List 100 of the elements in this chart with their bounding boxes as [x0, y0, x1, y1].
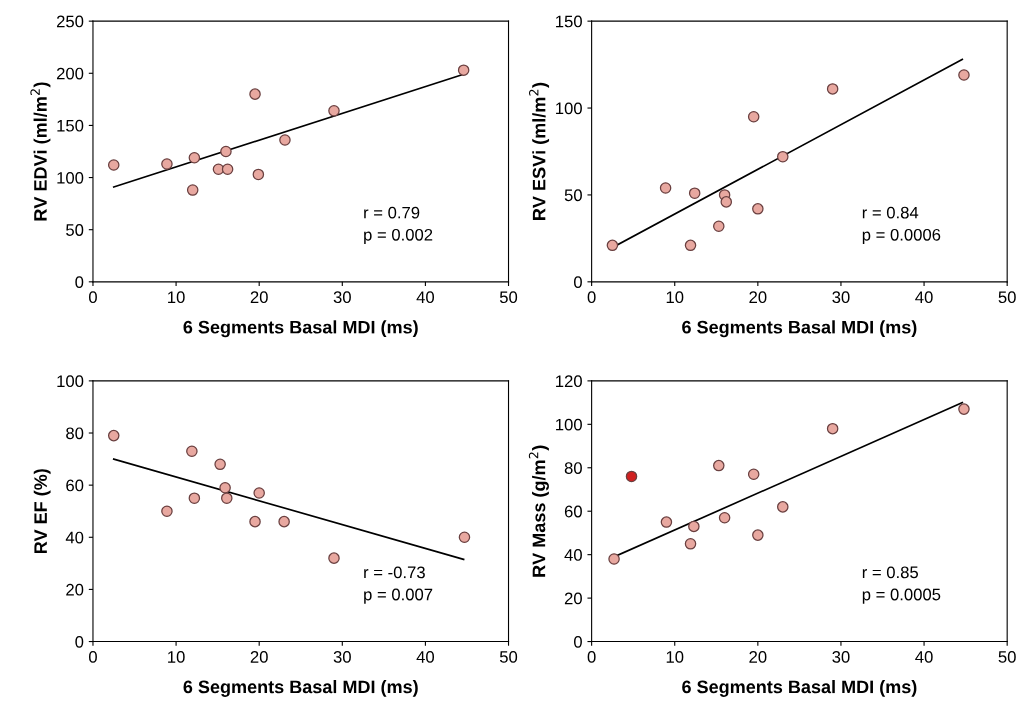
point: [214, 458, 226, 471]
x-tick-label: 30: [333, 291, 351, 304]
point: [328, 105, 340, 117]
y-axis-title: RV ESVi (ml/m$^{2}$): [529, 82, 550, 220]
point: [826, 422, 839, 435]
x-tick-label: 10: [666, 291, 684, 304]
point: [220, 145, 232, 158]
y-axis-title: RV Mass (g/m$^{2}$): [528, 445, 549, 577]
point: [660, 516, 673, 528]
point: [249, 88, 261, 100]
point: [161, 158, 173, 170]
point: [186, 184, 199, 196]
point: [249, 515, 261, 528]
x-tick-label: 0: [587, 651, 596, 663]
x-tick-label: 20: [749, 291, 767, 304]
x-tick-label: 20: [749, 651, 767, 663]
y-tick-label: 20: [564, 592, 582, 605]
point: [752, 203, 764, 215]
x-tick-label: 40: [915, 651, 933, 663]
point: [161, 505, 173, 517]
point: [958, 403, 970, 415]
y-tick-label: 50: [66, 224, 84, 236]
point: [777, 501, 789, 513]
point: [713, 459, 725, 472]
annotation: r = 0.84: [862, 206, 919, 219]
x-tick-label: 50: [998, 291, 1016, 304]
point: [221, 163, 234, 175]
y-tick-label: 100: [57, 375, 84, 388]
annotation: p = 0.0005: [862, 588, 941, 604]
point: [328, 552, 340, 564]
x-tick-label: 0: [88, 651, 97, 663]
y-tick-label: 20: [66, 583, 84, 596]
point: [253, 487, 265, 499]
annotation: p = 0.002: [364, 228, 433, 244]
point: [684, 538, 697, 550]
x-tick-label: 10: [168, 291, 185, 304]
x-tick-label: 40: [915, 291, 933, 304]
x-tick-label: 50: [499, 291, 518, 304]
y-axis-title: RV EDVi (ml/m$^{2}$): [30, 82, 51, 221]
x-tick-label: 30: [333, 651, 351, 663]
annotation: p = 0.007: [364, 588, 433, 604]
x-tick-label: 50: [998, 651, 1016, 663]
point: [107, 429, 120, 442]
y-tick-label: 80: [66, 427, 84, 440]
x-axis-title: 6 Segments Basal MDI (ms): [183, 320, 418, 338]
point: [457, 64, 470, 76]
point: [752, 529, 764, 541]
x-tick-label: 30: [832, 291, 850, 304]
x-axis-title: 6 Segments Basal MDI (ms): [183, 680, 418, 697]
y-tick-label: 100: [556, 102, 582, 115]
annotation: r = 0.79: [364, 206, 420, 219]
x-tick-label: 20: [250, 291, 268, 304]
point: [252, 168, 265, 181]
y-tick-label: 150: [556, 15, 582, 28]
x-tick-label: 50: [499, 651, 518, 663]
y-tick-label: 120: [556, 375, 582, 388]
x-tick-label: 30: [832, 651, 850, 663]
point: [688, 187, 701, 199]
x-axis-title: 6 Segments Basal MDI (ms): [682, 320, 917, 338]
annotation: p = 0.0006: [862, 228, 941, 244]
y-tick-label: 60: [66, 479, 84, 492]
y-axis-title: RV EF (%): [33, 469, 51, 553]
y-tick-label: 0: [573, 635, 582, 648]
annotation: r = 0.85: [862, 566, 919, 579]
point: [188, 151, 201, 164]
x-tick-label: 0: [587, 291, 596, 304]
point: [458, 531, 471, 544]
y-tick-label: 150: [57, 119, 84, 132]
y-tick-label: 0: [75, 635, 84, 648]
point: [958, 69, 970, 81]
x-tick-label: 40: [416, 651, 435, 663]
x-tick-label: 10: [666, 651, 684, 663]
y-tick-label: 200: [56, 67, 84, 80]
y-tick-label: 50: [564, 189, 582, 202]
y-tick-label: 0: [75, 276, 84, 289]
y-tick-label: 60: [564, 505, 582, 518]
point: [625, 470, 638, 483]
point: [221, 492, 233, 504]
y-tick-label: 100: [556, 418, 582, 431]
point: [278, 515, 290, 528]
point: [713, 220, 725, 232]
y-tick-label: 250: [56, 15, 84, 28]
point: [747, 110, 760, 123]
point: [608, 553, 620, 565]
point: [659, 182, 672, 194]
point: [684, 239, 697, 252]
point: [219, 481, 231, 494]
x-axis-title: 6 Segments Basal MDI (ms): [682, 680, 917, 697]
point: [107, 159, 120, 171]
point: [606, 239, 619, 252]
point: [777, 150, 789, 163]
x-tick-label: 10: [168, 651, 185, 663]
y-tick-label: 100: [57, 171, 84, 184]
y-tick-label: 40: [65, 531, 84, 544]
x-tick-label: 20: [250, 651, 268, 663]
point: [747, 468, 760, 481]
point: [279, 134, 291, 146]
y-tick-label: 80: [564, 462, 582, 474]
point: [826, 83, 839, 95]
annotation: r = -0.73: [364, 566, 425, 579]
